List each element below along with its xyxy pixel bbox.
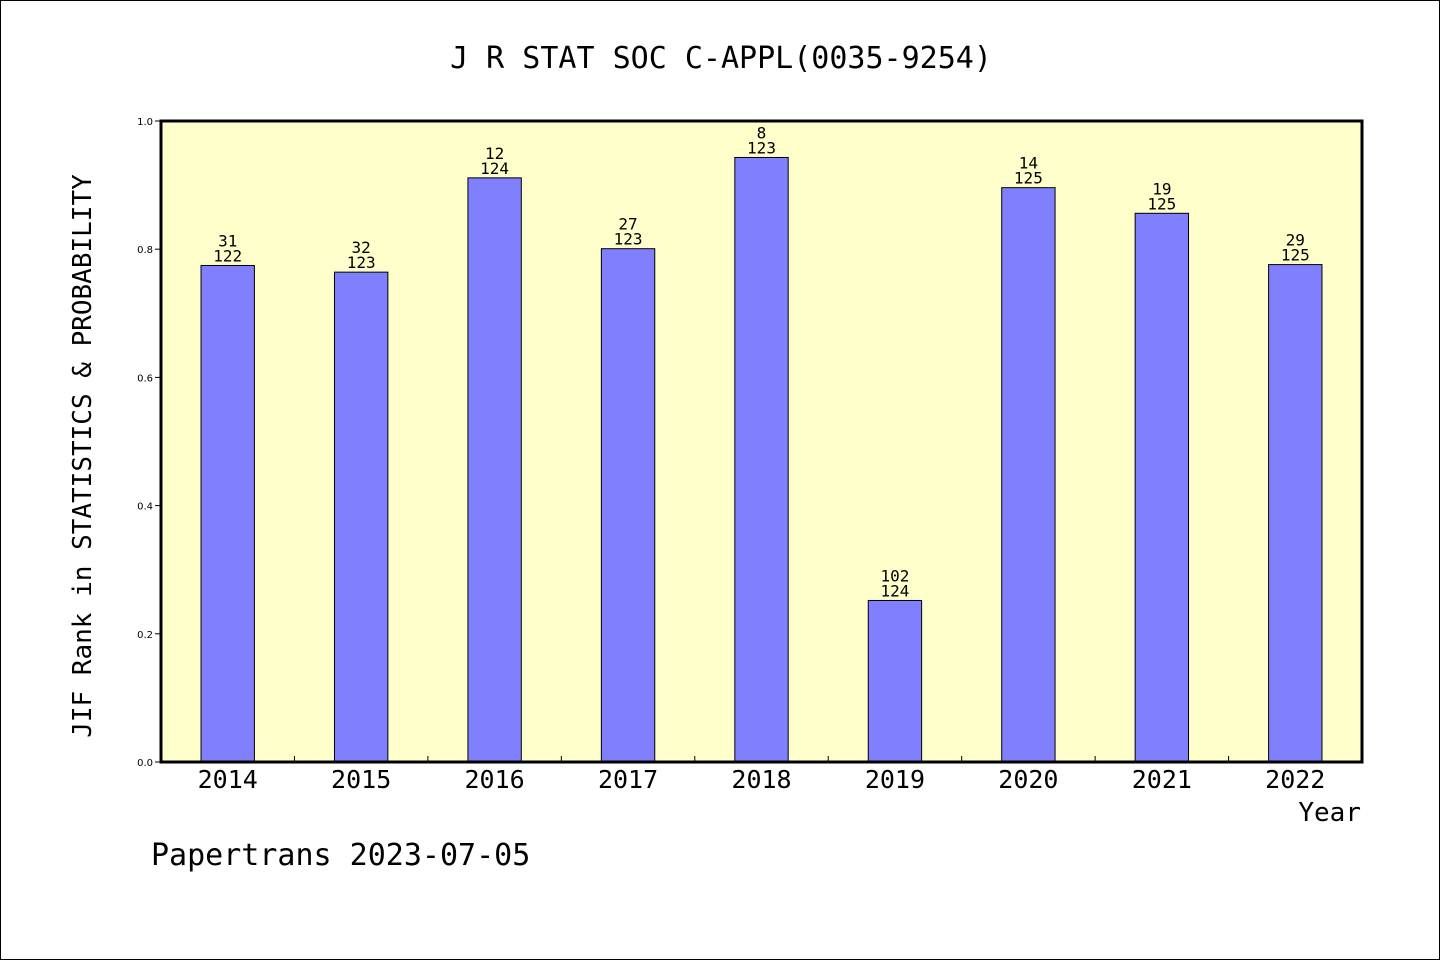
bar-2016 bbox=[467, 177, 522, 763]
bar-total-label: 125 bbox=[1147, 194, 1176, 213]
bar-2018 bbox=[734, 156, 789, 763]
bar-rank-label: 8 bbox=[757, 123, 767, 142]
bar-2017 bbox=[600, 248, 656, 763]
bar-rank-label: 14 bbox=[1019, 154, 1038, 173]
bar-rank-label: 102 bbox=[880, 566, 909, 585]
y-tick-label: 0.4 bbox=[137, 502, 153, 513]
y-axis: 0.0 0.2 0.4 0.6 0.8 1.0 bbox=[137, 117, 161, 769]
y-tick-label: 0.0 bbox=[137, 758, 153, 769]
bar-total-label: 124 bbox=[480, 159, 509, 178]
bar-rank-label: 12 bbox=[485, 144, 504, 163]
bars-layer bbox=[200, 156, 1323, 763]
y-tick-label: 1.0 bbox=[137, 117, 153, 128]
bar-2022 bbox=[1268, 264, 1323, 763]
x-axis: 2014 2015 2016 2017 2018 2019 2020 2021 2022 bbox=[198, 756, 1325, 794]
x-tick-label: 2014 bbox=[198, 765, 258, 794]
bar-total-label: 122 bbox=[213, 246, 242, 265]
y-tick-label: 0.8 bbox=[137, 245, 153, 256]
bar-2021 bbox=[1134, 212, 1190, 763]
y-tick-label: 0.2 bbox=[137, 630, 153, 641]
x-tick-label: 2017 bbox=[598, 765, 658, 794]
y-tick-label: 0.6 bbox=[137, 373, 153, 384]
y-axis-title: JIF Rank in STATISTICS & PROBABILITY bbox=[68, 174, 98, 738]
bar-rank-label: 19 bbox=[1152, 179, 1171, 198]
bar-rank-label: 27 bbox=[618, 215, 637, 234]
x-axis-title: Year bbox=[1298, 798, 1361, 828]
bar-total-label: 123 bbox=[614, 230, 643, 249]
x-tick-label: 2019 bbox=[865, 765, 925, 794]
bar-2015 bbox=[333, 271, 389, 763]
x-tick-label: 2022 bbox=[1265, 765, 1325, 794]
x-tick-label: 2018 bbox=[731, 765, 791, 794]
bar-total-label: 123 bbox=[747, 138, 776, 157]
bar-total-label: 125 bbox=[1281, 246, 1310, 265]
bar-2019 bbox=[867, 599, 923, 763]
bar-rank-label: 29 bbox=[1286, 231, 1305, 250]
bar-2014 bbox=[200, 264, 255, 763]
plot-border bbox=[159, 119, 1364, 764]
bar-total-label: 123 bbox=[347, 253, 376, 272]
chart-title: J R STAT SOC C-APPL(0035-9254) bbox=[450, 41, 992, 76]
bar-total-label: 125 bbox=[1014, 169, 1043, 188]
bar-total-label: 124 bbox=[880, 581, 909, 600]
x-tick-label: 2015 bbox=[331, 765, 391, 794]
footer-stamp: Papertrans 2023-07-05 bbox=[151, 838, 530, 873]
bar-rank-label: 31 bbox=[218, 231, 237, 250]
x-tick-label: 2016 bbox=[465, 765, 525, 794]
bar-rank-label: 32 bbox=[352, 238, 371, 257]
x-tick-label: 2020 bbox=[998, 765, 1058, 794]
bar-2020 bbox=[1001, 187, 1056, 763]
x-tick-label: 2021 bbox=[1132, 765, 1192, 794]
